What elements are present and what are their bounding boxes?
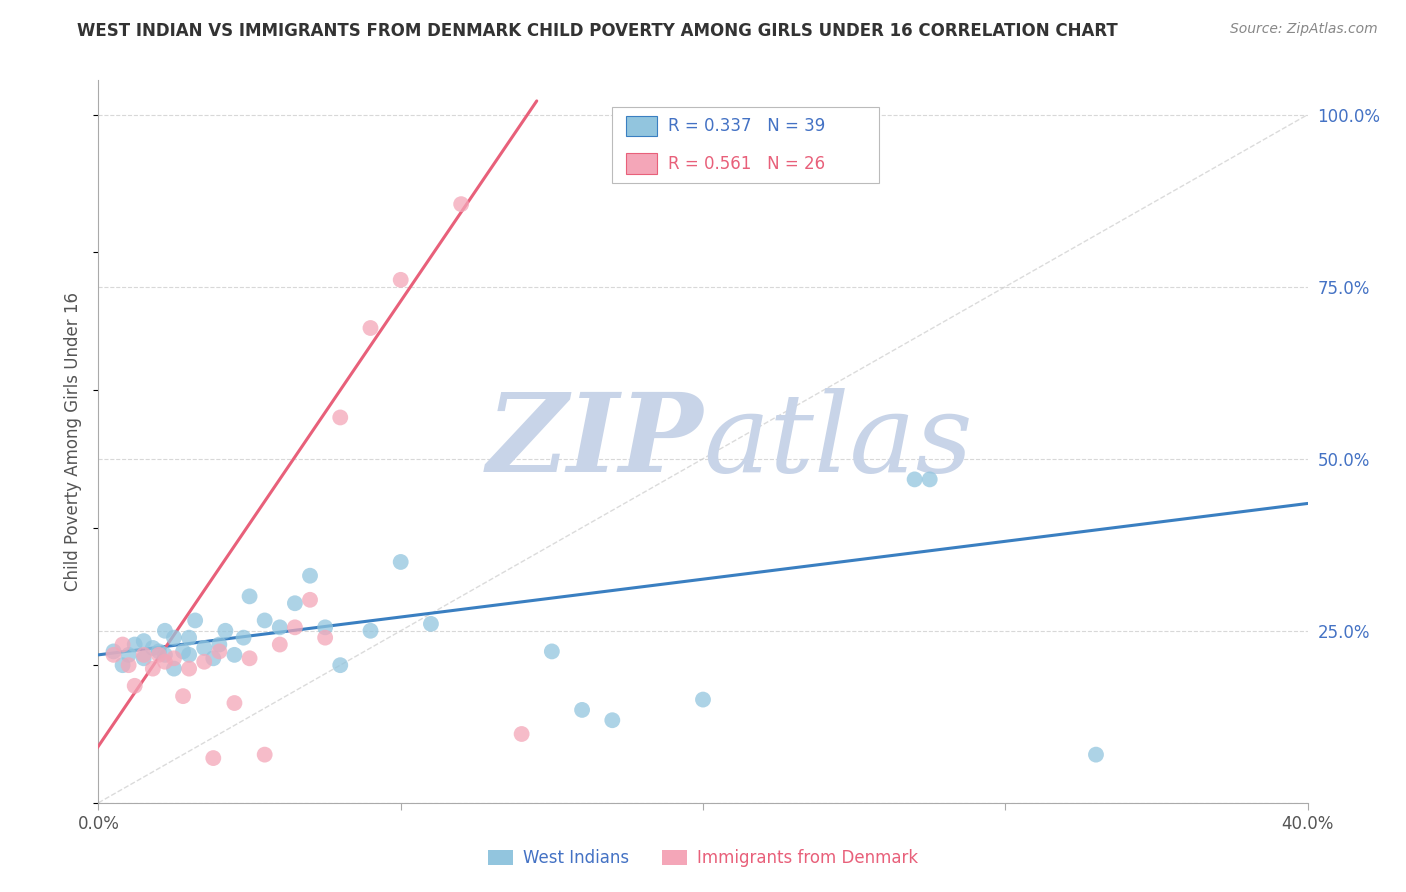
- Point: [450, 197, 472, 211]
- Point: [692, 692, 714, 706]
- Point: [153, 648, 176, 662]
- Point: [239, 651, 262, 665]
- Point: [103, 648, 125, 662]
- Point: [918, 472, 941, 486]
- Point: [124, 638, 146, 652]
- Y-axis label: Child Poverty Among Girls Under 16: Child Poverty Among Girls Under 16: [65, 292, 83, 591]
- Point: [602, 713, 624, 727]
- Point: [184, 614, 207, 628]
- Point: [253, 614, 276, 628]
- Point: [224, 648, 246, 662]
- Point: [269, 620, 291, 634]
- Point: [208, 644, 231, 658]
- Point: [179, 662, 201, 676]
- Point: [153, 655, 176, 669]
- Point: [179, 648, 201, 662]
- Point: [284, 596, 307, 610]
- Point: [208, 638, 231, 652]
- Point: [571, 703, 593, 717]
- Point: [172, 644, 194, 658]
- Point: [172, 689, 194, 703]
- Point: [299, 592, 322, 607]
- Point: [103, 644, 125, 658]
- Point: [193, 640, 215, 655]
- Point: [118, 658, 141, 673]
- Text: WEST INDIAN VS IMMIGRANTS FROM DENMARK CHILD POVERTY AMONG GIRLS UNDER 16 CORREL: WEST INDIAN VS IMMIGRANTS FROM DENMARK C…: [77, 22, 1118, 40]
- Point: [163, 631, 186, 645]
- Point: [329, 658, 352, 673]
- Point: [132, 634, 155, 648]
- Text: ZIP: ZIP: [486, 388, 703, 495]
- Point: [329, 410, 352, 425]
- Point: [389, 273, 412, 287]
- Point: [111, 638, 134, 652]
- Point: [148, 648, 170, 662]
- Point: [904, 472, 927, 486]
- Point: [132, 651, 155, 665]
- Point: [224, 696, 246, 710]
- Point: [510, 727, 533, 741]
- Point: [153, 624, 176, 638]
- Point: [314, 631, 336, 645]
- Text: Source: ZipAtlas.com: Source: ZipAtlas.com: [1230, 22, 1378, 37]
- Point: [142, 662, 165, 676]
- Point: [253, 747, 276, 762]
- Point: [202, 751, 225, 765]
- Point: [132, 648, 155, 662]
- Point: [360, 624, 382, 638]
- Point: [214, 624, 236, 638]
- Point: [389, 555, 412, 569]
- Text: R = 0.337   N = 39: R = 0.337 N = 39: [668, 117, 825, 135]
- Point: [124, 679, 146, 693]
- Point: [420, 616, 443, 631]
- Point: [284, 620, 307, 634]
- Point: [202, 651, 225, 665]
- Point: [360, 321, 382, 335]
- Text: atlas: atlas: [703, 388, 973, 495]
- Point: [163, 651, 186, 665]
- Point: [111, 658, 134, 673]
- Text: R = 0.561   N = 26: R = 0.561 N = 26: [668, 155, 825, 173]
- Point: [148, 644, 170, 658]
- Point: [1085, 747, 1108, 762]
- Legend: West Indians, Immigrants from Denmark: West Indians, Immigrants from Denmark: [481, 843, 925, 874]
- Point: [232, 631, 254, 645]
- Point: [163, 662, 186, 676]
- Point: [142, 640, 165, 655]
- Point: [193, 655, 215, 669]
- Point: [118, 648, 141, 662]
- Point: [269, 638, 291, 652]
- Point: [179, 631, 201, 645]
- Point: [314, 620, 336, 634]
- Point: [540, 644, 562, 658]
- Point: [239, 590, 262, 604]
- Point: [299, 568, 322, 582]
